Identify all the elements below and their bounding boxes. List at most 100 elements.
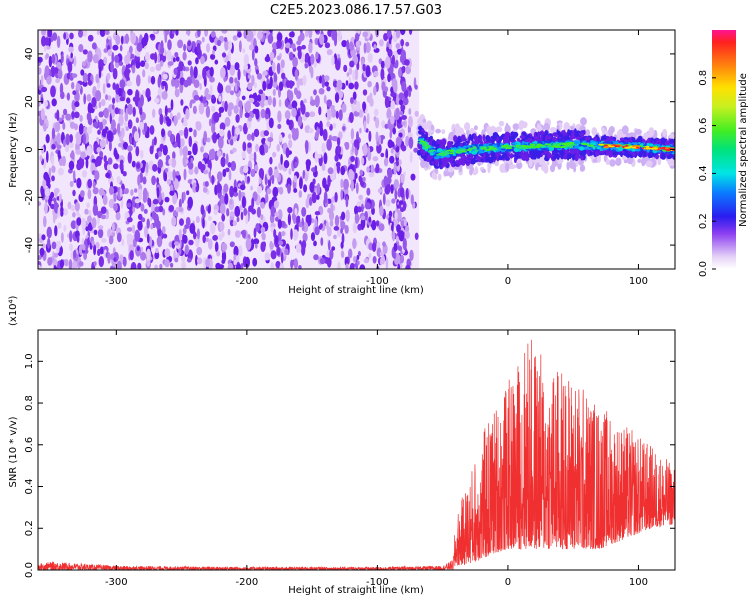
noise-speck xyxy=(178,130,185,136)
noise-speck xyxy=(340,165,346,176)
noise-speck xyxy=(41,243,46,249)
noise-speck xyxy=(171,240,176,249)
noise-speck xyxy=(46,75,52,85)
noise-speck xyxy=(264,99,269,107)
noise-speck xyxy=(310,53,315,65)
noise-speck xyxy=(244,112,250,118)
noise-speck xyxy=(85,157,89,169)
noise-speck xyxy=(142,194,147,203)
noise-speck xyxy=(125,126,129,132)
signal-halo xyxy=(473,125,478,131)
noise-speck xyxy=(72,260,77,269)
noise-speck xyxy=(298,221,303,228)
noise-speck xyxy=(276,39,282,49)
noise-speck xyxy=(267,33,274,44)
signal-core xyxy=(583,146,588,150)
noise-speck xyxy=(162,226,166,234)
snr-x-label: Height of straight line (km) xyxy=(288,585,424,596)
noise-speck xyxy=(273,169,279,179)
noise-speck xyxy=(277,123,282,129)
noise-speck xyxy=(290,259,294,269)
noise-speck xyxy=(102,119,107,125)
noise-speck xyxy=(334,215,340,227)
signal-peak xyxy=(569,145,573,148)
noise-speck xyxy=(219,122,226,131)
spectrogram-x-tick-label: -200 xyxy=(236,276,259,287)
noise-speck xyxy=(38,102,41,107)
noise-speck xyxy=(73,249,77,259)
noise-speck xyxy=(269,51,275,61)
noise-speck xyxy=(139,121,145,131)
noise-speck xyxy=(65,113,72,121)
signal-peak xyxy=(536,143,542,146)
noise-speck xyxy=(360,215,366,221)
noise-speck xyxy=(178,198,182,210)
noise-speck xyxy=(244,256,250,268)
noise-speck xyxy=(376,241,381,249)
noise-speck xyxy=(275,235,279,245)
noise-speck xyxy=(247,30,252,36)
noise-speck xyxy=(145,162,149,174)
noise-speck xyxy=(69,121,76,129)
signal-body xyxy=(443,160,448,166)
noise-speck xyxy=(235,114,240,123)
noise-speck xyxy=(358,194,364,200)
noise-speck xyxy=(348,67,353,76)
noise-speck xyxy=(92,181,96,189)
signal-peak xyxy=(558,146,566,148)
noise-speck xyxy=(111,106,116,119)
noise-speck xyxy=(119,79,126,89)
noise-speck xyxy=(137,213,143,220)
noise-speck xyxy=(196,246,203,256)
noise-speck xyxy=(182,146,189,158)
noise-speck xyxy=(135,117,139,124)
noise-speck xyxy=(174,52,179,58)
noise-speck xyxy=(312,178,316,185)
noise-speck xyxy=(82,133,87,145)
noise-speck xyxy=(112,97,116,104)
noise-speck xyxy=(195,254,198,266)
signal-halo xyxy=(566,161,570,171)
noise-speck xyxy=(359,127,362,134)
noise-speck xyxy=(233,186,238,193)
signal-halo xyxy=(634,128,642,135)
noise-speck xyxy=(208,238,213,250)
noise-speck xyxy=(273,228,277,239)
signal-peak xyxy=(488,145,493,148)
noise-speck xyxy=(337,261,341,269)
signal-body xyxy=(576,149,580,156)
noise-speck xyxy=(161,128,165,138)
noise-speck xyxy=(126,202,132,208)
noise-speck xyxy=(203,256,207,269)
noise-speck xyxy=(296,77,300,89)
noise-speck xyxy=(389,130,393,139)
signal-core xyxy=(511,142,518,145)
noise-speck xyxy=(297,115,303,127)
noise-speck xyxy=(395,43,401,49)
signal-core xyxy=(596,146,601,150)
signal-body xyxy=(637,135,643,143)
signal-halo xyxy=(458,164,463,173)
noise-speck xyxy=(372,255,377,264)
noise-speck xyxy=(233,135,237,142)
noise-speck xyxy=(204,231,210,237)
noise-speck xyxy=(319,257,326,265)
noise-speck xyxy=(324,81,329,87)
noise-speck xyxy=(403,89,409,99)
signal-halo xyxy=(505,122,509,131)
noise-speck xyxy=(314,165,318,172)
signal-hot-peak xyxy=(664,147,669,150)
noise-speck xyxy=(161,80,167,87)
noise-speck xyxy=(252,30,257,36)
signal-halo xyxy=(645,160,653,168)
noise-speck xyxy=(305,143,309,155)
noise-speck xyxy=(373,44,377,50)
noise-speck xyxy=(93,244,97,256)
noise-speck xyxy=(309,99,316,106)
noise-speck xyxy=(172,151,176,160)
noise-speck xyxy=(334,192,338,203)
noise-speck xyxy=(258,168,265,179)
noise-speck xyxy=(84,208,89,215)
noise-speck xyxy=(368,252,372,259)
